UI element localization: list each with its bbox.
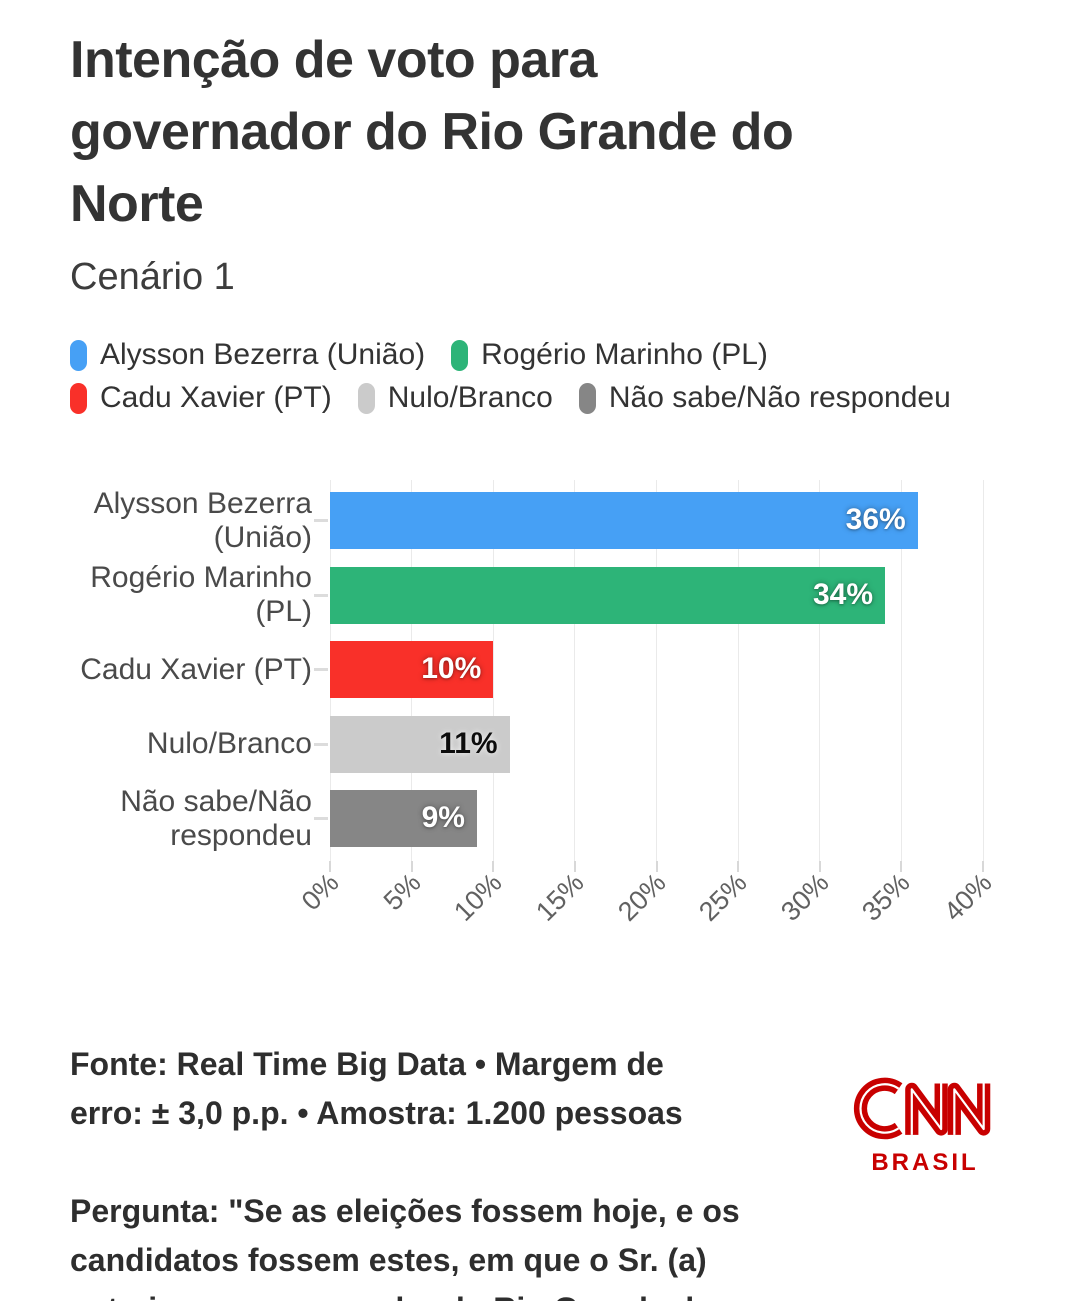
gridline <box>819 480 821 861</box>
x-tick-label: 25% <box>693 867 753 927</box>
footnote-source: Fonte: Real Time Big Data • Margem de er… <box>70 1046 683 1131</box>
x-axis-tick <box>982 861 984 872</box>
x-tick-label: 35% <box>856 867 916 927</box>
x-tick-label: 30% <box>774 867 835 927</box>
legend-label: Rogério Marinho (PL) <box>481 338 768 371</box>
y-axis-tick <box>314 817 328 821</box>
bar-value-label: 10% <box>421 652 482 686</box>
legend-swatch-icon <box>357 382 375 414</box>
gridline <box>574 480 576 861</box>
y-axis-tick <box>314 593 328 597</box>
cnn-logo-icon <box>853 1077 991 1140</box>
legend-swatch-icon <box>451 339 469 371</box>
x-axis-tick <box>655 861 658 872</box>
gridline <box>900 480 902 861</box>
x-axis-tick <box>492 861 495 872</box>
x-axis-tick <box>818 861 821 872</box>
x-tick-label: 20% <box>611 867 672 927</box>
y-axis-tick <box>314 668 328 672</box>
x-axis-tick <box>573 861 576 872</box>
y-axis-tick <box>314 742 328 746</box>
legend-item: Não sabe/Não respondeu <box>578 381 951 415</box>
legend-swatch-icon <box>70 339 87 371</box>
x-tick-label: 10% <box>448 867 508 927</box>
legend-item: Cadu Xavier (PT) <box>70 381 332 415</box>
x-axis-tick <box>329 861 331 872</box>
chart-legend: Alysson Bezerra (União) Rogério Marinho (… <box>70 338 1040 415</box>
category-label: Cadu Xavier (PT) <box>80 652 312 686</box>
legend-item: Rogério Marinho (PL) <box>451 338 768 372</box>
category-label: Não sabe/Não respondeu <box>120 784 312 852</box>
legend-label: Nulo/Branco <box>387 381 553 414</box>
logo-brasil-text: BRASIL <box>871 1149 979 1176</box>
x-tick-label: 0% <box>295 867 345 917</box>
bar-value-label: 11% <box>439 726 498 760</box>
scenario-subtitle: Cenário 1 <box>70 256 235 298</box>
x-tick-label: 15% <box>530 867 590 927</box>
legend-item: Alysson Bezerra (União) <box>70 338 425 372</box>
x-axis-tick <box>737 861 740 872</box>
bar <box>330 566 886 624</box>
x-axis-tick <box>900 861 903 872</box>
gridline <box>982 480 984 861</box>
gridline <box>656 480 657 861</box>
bar <box>330 790 477 848</box>
category-label: Rogério Marinho (PL) <box>90 561 312 629</box>
bar <box>330 715 510 773</box>
x-tick-label: 5% <box>377 867 427 917</box>
legend-label: Alysson Bezerra (União) <box>100 338 426 371</box>
category-label: Alysson Bezerra (União) <box>93 486 312 554</box>
bar <box>330 492 918 549</box>
legend-label: Não sabe/Não respondeu <box>608 381 951 414</box>
cnn-brasil-logo: BRASIL <box>850 1074 1000 1177</box>
footnote: Fonte: Real Time Big Data • Margem de er… <box>70 991 840 1301</box>
bar <box>330 641 494 699</box>
legend-label: Cadu Xavier (PT) <box>100 381 332 414</box>
x-axis-tick <box>410 861 413 872</box>
gridline <box>492 480 494 861</box>
bar-value-label: 9% <box>421 801 465 835</box>
legend-swatch-icon <box>578 382 596 414</box>
legend-swatch-icon <box>70 382 87 414</box>
legend-item: Nulo/Branco <box>357 381 553 415</box>
category-label: Nulo/Branco <box>146 727 312 761</box>
bar-value-label: 36% <box>845 503 906 536</box>
footnote-question: Pergunta: "Se as eleições fossem hoje, e… <box>70 1193 740 1301</box>
page-title: Intenção de voto para governador do Rio … <box>70 31 794 233</box>
x-tick-label: 40% <box>938 867 998 927</box>
y-axis-tick <box>314 519 328 522</box>
bar-value-label: 34% <box>813 577 874 611</box>
gridline <box>737 480 739 861</box>
bar-chart: 0% 5% 10% 15% 20% 25% 30% 35% 40% Alysson Bezerra… <box>0 480 1080 960</box>
